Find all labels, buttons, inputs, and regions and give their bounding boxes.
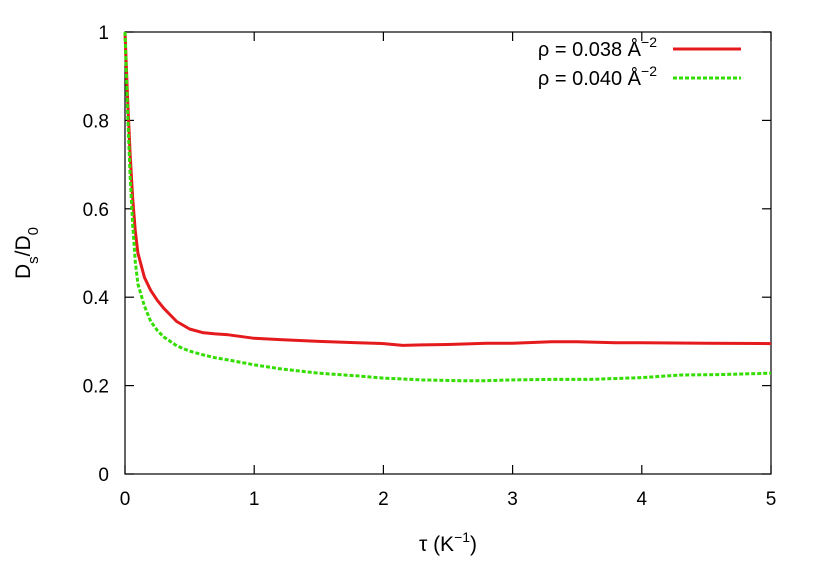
x-tick-label: 0 (120, 489, 131, 510)
y-tick-label: 0.6 (83, 200, 109, 221)
x-tick-label: 3 (507, 489, 518, 510)
plot-frame (124, 31, 772, 475)
legend-label-1: ρ = 0.038 Å−2 (538, 34, 657, 61)
x-tick-label: 2 (378, 489, 389, 510)
y-tick-label: 1 (98, 23, 109, 44)
legend-label-2: ρ = 0.040 Å−2 (538, 63, 657, 90)
x-tick-label: 5 (766, 489, 777, 510)
x-tick-label: 4 (637, 489, 648, 510)
x-tick-label: 1 (249, 489, 260, 510)
series-line-2 (123, 31, 772, 383)
x-axis-title: τ (K−1) (419, 529, 477, 556)
y-tick-label: 0.2 (83, 377, 109, 398)
y-tick-label: 0.8 (83, 111, 109, 132)
y-axis-title: Ds/D0 (12, 227, 42, 279)
y-tick-label: 0.4 (83, 288, 110, 309)
series-line-1 (123, 31, 772, 347)
y-tick-label: 0 (98, 465, 109, 486)
plot-layer: 0 1 2 3 4 5 0 0.2 0.4 0.6 0.8 1 τ (K−1) Ds/D0 ρ = 0.03… (12, 23, 776, 556)
